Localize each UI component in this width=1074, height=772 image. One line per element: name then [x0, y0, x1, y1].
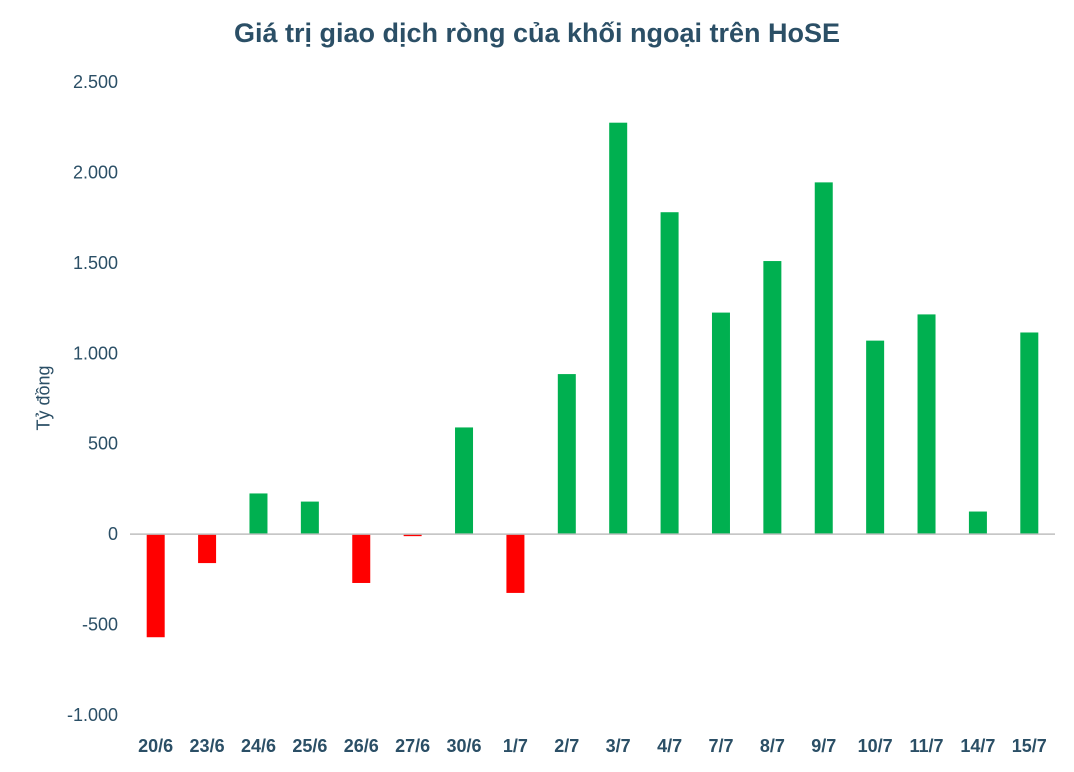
- x-tick-label: 11/7: [910, 736, 944, 756]
- y-tick-label: 500: [88, 434, 118, 454]
- x-tick-label: 3/7: [606, 736, 631, 756]
- bar-7-7: [711, 312, 730, 535]
- x-tick-label: 10/7: [858, 736, 893, 756]
- bar-27-6: [403, 534, 422, 537]
- x-tick-label: 30/6: [447, 736, 482, 756]
- x-tick-label: 20/6: [138, 736, 173, 756]
- x-tick-label: 15/7: [1012, 736, 1047, 756]
- bar-23-6: [198, 534, 217, 564]
- x-tick-label: 14/7: [960, 736, 995, 756]
- bar-11-7: [917, 314, 936, 535]
- bar-26-6: [352, 534, 371, 583]
- bar-2-7: [557, 374, 576, 535]
- y-tick-label: -1.000: [67, 705, 118, 725]
- x-tick-label: 8/7: [760, 736, 785, 756]
- bar-8-7: [763, 261, 782, 535]
- x-tick-label: 23/6: [190, 736, 225, 756]
- bar-3-7: [609, 122, 628, 535]
- bar-20-6: [146, 534, 165, 638]
- x-tick-label: 7/7: [708, 736, 733, 756]
- y-tick-label: 1.500: [73, 253, 118, 273]
- bar-10-7: [866, 340, 885, 535]
- bar-4-7: [660, 212, 679, 535]
- bar-24-6: [249, 493, 268, 535]
- y-tick-label: 1.000: [73, 343, 118, 363]
- y-tick-label: 2.500: [73, 72, 118, 92]
- x-tick-label: 26/6: [344, 736, 379, 756]
- bar-14-7: [968, 511, 987, 535]
- chart-title: Giá trị giao dịch ròng của khối ngoại tr…: [233, 18, 841, 48]
- bar-15-7: [1020, 332, 1039, 535]
- x-tick-label: 25/6: [292, 736, 327, 756]
- x-tick-label: 2/7: [554, 736, 579, 756]
- x-tick-label: 24/6: [241, 736, 276, 756]
- y-tick-label: -500: [82, 615, 118, 635]
- x-tick-label: 27/6: [395, 736, 430, 756]
- bar-9-7: [814, 182, 833, 535]
- x-tick-label: 9/7: [811, 736, 836, 756]
- y-tick-label: 0: [108, 524, 118, 544]
- y-tick-label: 2.000: [73, 162, 118, 182]
- bar-1-7: [506, 534, 525, 593]
- bar-25-6: [300, 501, 319, 535]
- x-tick-label: 1/7: [503, 736, 528, 756]
- bar-30-6: [455, 427, 474, 535]
- x-tick-label: 4/7: [657, 736, 682, 756]
